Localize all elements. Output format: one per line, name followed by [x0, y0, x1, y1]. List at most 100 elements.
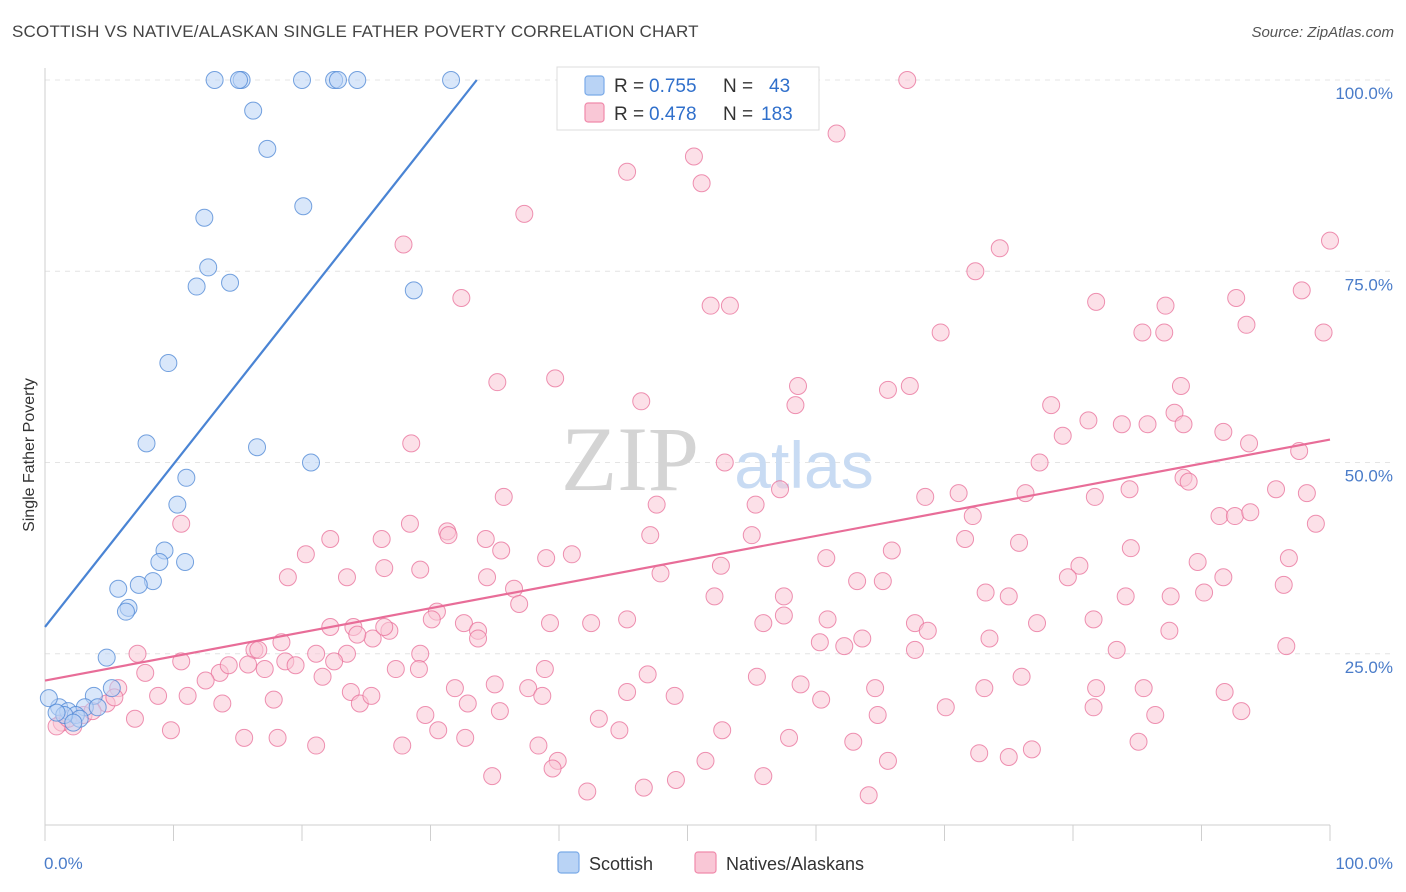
point-natives	[1079, 411, 1098, 430]
point-natives	[268, 728, 287, 747]
point-natives	[1129, 732, 1148, 751]
point-natives	[348, 625, 367, 644]
point-natives	[213, 694, 232, 713]
point-natives	[172, 652, 191, 671]
point-natives	[1085, 487, 1104, 506]
point-natives	[1084, 610, 1103, 629]
point-natives	[1087, 679, 1106, 698]
legend-n-value-scottish: 43	[769, 76, 790, 97]
point-natives	[789, 377, 808, 395]
point-natives	[372, 530, 391, 548]
point-natives	[610, 721, 629, 740]
point-scottish	[97, 648, 116, 667]
point-natives	[337, 568, 356, 587]
point-natives	[456, 728, 475, 747]
point-natives	[713, 721, 732, 740]
point-natives	[537, 549, 556, 568]
point-natives	[1022, 740, 1041, 759]
point-natives	[249, 640, 268, 659]
point-natives	[791, 675, 810, 694]
point-natives	[452, 289, 471, 308]
point-natives	[439, 526, 458, 545]
point-natives	[535, 660, 554, 679]
point-natives	[666, 770, 685, 789]
bottom-legend-swatch-scottish	[557, 851, 580, 874]
point-natives	[494, 487, 513, 506]
point-natives	[1161, 587, 1180, 606]
point-natives	[1134, 679, 1153, 698]
point-natives	[1279, 549, 1298, 568]
point-natives	[136, 663, 155, 682]
point-natives	[999, 748, 1018, 767]
point-natives	[975, 679, 994, 698]
point-natives	[754, 767, 773, 786]
trend-line-natives	[44, 438, 1331, 682]
point-natives	[469, 629, 488, 648]
point-natives	[454, 614, 473, 633]
point-natives	[307, 736, 326, 755]
bottom-legend-swatch-natives	[694, 851, 717, 874]
point-natives	[684, 147, 703, 166]
point-scottish	[39, 689, 58, 708]
point-natives	[1314, 323, 1333, 342]
point-natives	[458, 694, 477, 713]
point-natives	[125, 709, 144, 728]
point-scottish	[116, 602, 135, 621]
point-natives	[665, 686, 684, 705]
point-scottish	[102, 679, 121, 698]
point-natives	[429, 721, 448, 740]
point-natives	[543, 759, 562, 778]
legend-n-label-scottish: N =	[723, 76, 753, 97]
point-natives	[1225, 507, 1244, 526]
point-natives	[970, 744, 989, 763]
point-natives	[866, 679, 885, 698]
point-natives	[546, 369, 565, 388]
point-natives	[1053, 426, 1072, 445]
point-natives	[774, 606, 793, 625]
legend-r-label-natives: R =	[614, 104, 644, 125]
point-scottish	[230, 71, 249, 89]
point-natives	[235, 728, 254, 747]
point-natives	[818, 610, 837, 629]
point-natives	[321, 530, 340, 548]
point-natives	[411, 644, 430, 663]
point-natives	[149, 686, 168, 705]
point-natives	[956, 530, 975, 548]
point-natives	[1087, 292, 1106, 311]
point-natives	[618, 162, 637, 181]
point-natives	[827, 124, 846, 143]
x-tick-label-max: 100.0%	[1335, 854, 1393, 873]
point-natives	[1215, 683, 1234, 701]
point-natives	[375, 559, 394, 578]
bottom-legend: Scottish Natives/Alaskans	[557, 851, 864, 874]
point-natives	[1232, 702, 1251, 721]
point-natives	[1010, 533, 1029, 552]
grid-lines	[45, 79, 1393, 655]
point-natives	[478, 568, 497, 587]
point-natives	[859, 786, 878, 805]
point-natives	[492, 541, 511, 560]
y-tick-label: 25.0%	[1345, 658, 1393, 677]
point-natives	[1179, 472, 1198, 491]
point-natives	[541, 614, 560, 633]
point-scottish	[137, 434, 156, 453]
point-scottish	[168, 495, 187, 514]
point-scottish	[328, 71, 347, 89]
point-natives	[402, 434, 421, 453]
point-natives	[578, 782, 597, 801]
point-scottish	[88, 698, 107, 717]
point-natives	[1297, 484, 1316, 503]
point-natives	[161, 721, 180, 740]
point-natives	[490, 702, 509, 721]
point-natives	[711, 556, 730, 575]
point-natives	[1042, 396, 1061, 415]
point-natives	[618, 683, 637, 701]
watermark-zip: ZIP	[561, 408, 699, 510]
legend-r-value-natives: 0.478	[649, 104, 697, 125]
point-natives	[445, 679, 464, 698]
point-scottish	[129, 575, 148, 594]
point-natives	[949, 484, 968, 503]
point-scottish	[159, 354, 178, 373]
point-natives	[219, 656, 238, 675]
